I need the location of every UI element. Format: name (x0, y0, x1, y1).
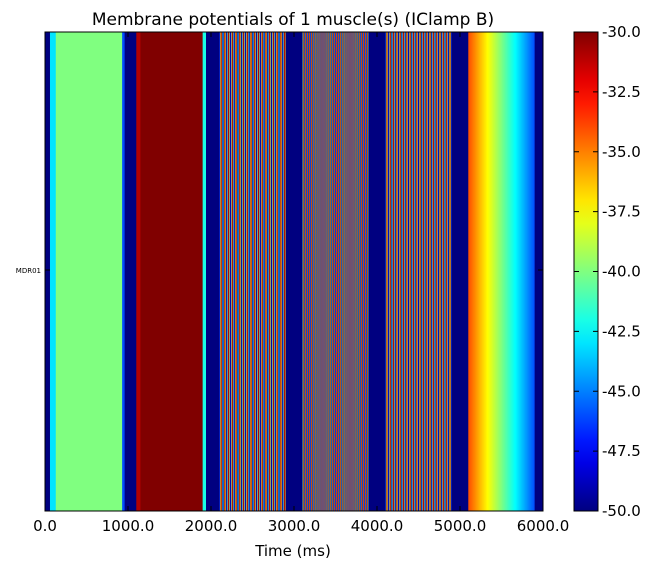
colorbar-tick-label: -45.0 (602, 382, 641, 400)
x-axis-ticks: 0.0 1000.0 2000.0 3000.0 4000.0 5000.0 6000.0 (33, 32, 569, 535)
chart-title: Membrane potentials of 1 muscle(s) (ICla… (92, 10, 494, 30)
row-label: MDR01 (16, 267, 41, 275)
colorbar-tick-label: -47.5 (602, 442, 641, 460)
colorbar-tick-label: -37.5 (602, 203, 641, 221)
colorbar-tick-label: -35.0 (602, 143, 641, 161)
colorbar-tick-label: -50.0 (602, 502, 641, 520)
x-tick-label: 4000.0 (351, 517, 404, 535)
colorbar-ticks: -30.0 -32.5 -35.0 -37.5 -40.0 -42.5 -45.0 -47.5… (574, 23, 641, 520)
x-tick-label: 3000.0 (268, 517, 321, 535)
colorbar-tick-label: -32.5 (602, 83, 641, 101)
x-tick-label: 2000.0 (185, 517, 238, 535)
heatmap-image (45, 32, 544, 511)
colorbar-tick-label: -30.0 (602, 23, 641, 41)
x-tick-label: 1000.0 (102, 517, 155, 535)
colorbar-tick-label: -40.0 (602, 263, 641, 281)
x-tick-label: 5000.0 (434, 517, 487, 535)
x-tick-label: 6000.0 (517, 517, 570, 535)
x-tick-label: 0.0 (33, 517, 57, 535)
colorbar-tick-label: -42.5 (602, 322, 641, 340)
x-axis-label: Time (ms) (254, 542, 331, 560)
